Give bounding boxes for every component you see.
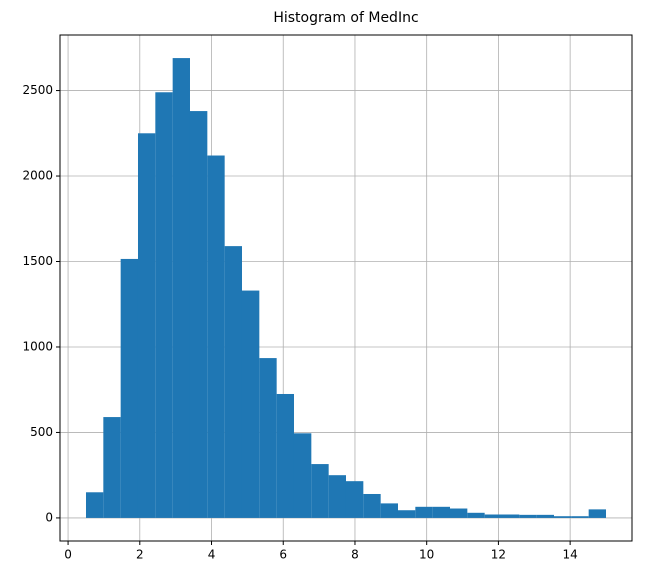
bar <box>137 133 156 518</box>
bar <box>207 155 225 518</box>
y-tick-label: 500 <box>30 425 53 439</box>
bar <box>380 503 398 518</box>
bars <box>85 58 607 518</box>
bar <box>259 358 277 518</box>
bar <box>553 516 572 518</box>
chart-title: Histogram of MedInc <box>273 10 418 26</box>
bar <box>189 111 208 518</box>
plot-frame <box>59 34 633 542</box>
bar <box>311 464 329 518</box>
x-tick-label: 8 <box>351 548 359 562</box>
x-tick-label: 12 <box>491 548 506 562</box>
bar <box>501 514 520 518</box>
y-tick-label: 2000 <box>22 169 53 183</box>
bar <box>85 492 104 518</box>
bar <box>172 58 190 518</box>
bar <box>571 516 589 518</box>
bar <box>276 393 294 518</box>
bar <box>588 509 607 518</box>
bar <box>536 514 554 518</box>
y-tick-label: 2500 <box>22 83 53 97</box>
y-tick-label: 0 <box>45 510 53 524</box>
y-tick-label: 1000 <box>22 339 53 353</box>
bar <box>432 506 450 518</box>
bar <box>484 514 502 518</box>
x-tick-label: 6 <box>279 548 287 562</box>
x-tick-label: 0 <box>64 548 72 562</box>
bar <box>449 508 468 518</box>
x-tick-label: 2 <box>136 548 144 562</box>
y-tick-label: 1500 <box>22 254 53 268</box>
bar <box>345 481 364 518</box>
x-tick-label: 10 <box>419 548 434 562</box>
bar <box>467 512 485 518</box>
x-tick-label: 4 <box>208 548 216 562</box>
bar <box>328 475 346 518</box>
x-tick-label: 14 <box>562 548 577 562</box>
bar <box>519 514 537 518</box>
bar <box>103 417 121 518</box>
grid <box>60 35 632 541</box>
bar <box>415 506 433 518</box>
bar <box>224 246 242 518</box>
ticks: 0 500 1000 1500 2000 2500 0 2 4 6 8 10 12 14 <box>22 83 577 561</box>
bar <box>397 510 416 518</box>
bar <box>155 92 173 518</box>
bar <box>241 290 260 518</box>
bar <box>120 258 138 518</box>
bar <box>363 493 381 518</box>
bar <box>293 433 312 518</box>
